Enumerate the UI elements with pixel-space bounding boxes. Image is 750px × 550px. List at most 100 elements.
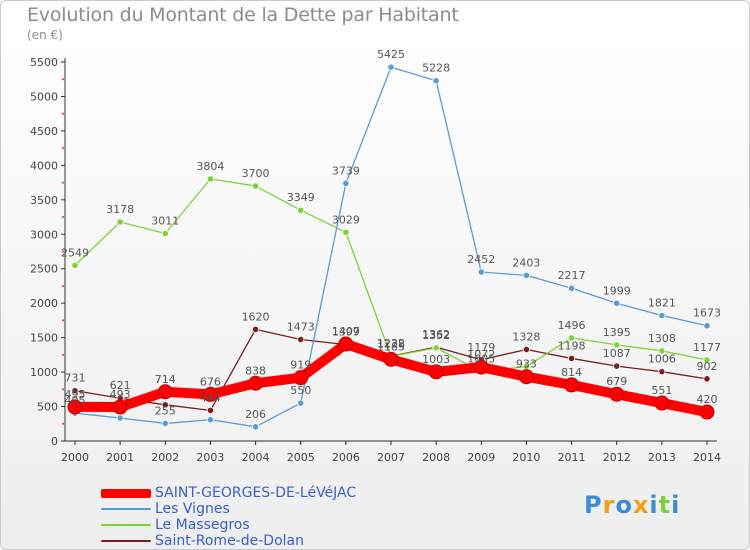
data-label: 255 bbox=[155, 404, 176, 417]
chart-title: Evolution du Montant de la Dette par Hab… bbox=[27, 4, 459, 26]
data-label: 1328 bbox=[512, 330, 540, 343]
y-tick-label: 1500 bbox=[30, 332, 58, 345]
legend-swatch bbox=[101, 524, 151, 526]
brand-letter: i bbox=[671, 491, 681, 519]
data-label: 1407 bbox=[332, 325, 360, 338]
data-point bbox=[112, 399, 128, 415]
chart-subtitle: (en €) bbox=[27, 28, 63, 42]
data-label: 676 bbox=[200, 375, 221, 388]
x-tick-label: 2003 bbox=[196, 451, 224, 464]
legend-item: Les Vignes bbox=[101, 501, 356, 517]
legend-label: Les Vignes bbox=[155, 501, 230, 517]
data-point bbox=[432, 344, 440, 352]
data-label: 2217 bbox=[558, 269, 586, 282]
data-label: 3011 bbox=[151, 215, 179, 228]
legend-label: SAINT-GEORGES-DE-LéVéJAC bbox=[155, 485, 357, 501]
data-point bbox=[202, 386, 218, 402]
data-point bbox=[613, 341, 621, 349]
y-minor-tick bbox=[62, 388, 64, 391]
data-point bbox=[71, 261, 79, 269]
y-minor-tick bbox=[62, 250, 64, 253]
data-point bbox=[428, 364, 444, 380]
legend-swatch bbox=[101, 488, 151, 498]
data-point bbox=[522, 271, 531, 280]
data-label: 420 bbox=[697, 393, 718, 406]
data-label: 1087 bbox=[603, 347, 631, 360]
data-label: 814 bbox=[561, 366, 582, 379]
data-label: 3029 bbox=[332, 213, 360, 226]
data-label: 493 bbox=[110, 388, 131, 401]
data-label: 2549 bbox=[61, 246, 89, 259]
data-point bbox=[564, 377, 580, 393]
legend-swatch bbox=[101, 540, 151, 542]
data-label: 3349 bbox=[287, 191, 315, 204]
y-minor-tick bbox=[62, 216, 64, 219]
data-label: 1395 bbox=[603, 326, 631, 339]
data-point bbox=[699, 404, 715, 420]
brand-letter: r bbox=[602, 491, 616, 519]
data-label: 1999 bbox=[603, 284, 631, 297]
data-label: 902 bbox=[697, 360, 718, 373]
legend-item: Le Massegros bbox=[101, 517, 356, 533]
data-point bbox=[613, 299, 621, 307]
x-tick-label: 2013 bbox=[648, 451, 676, 464]
data-point bbox=[383, 351, 399, 367]
data-label: 1620 bbox=[242, 310, 270, 323]
y-tick-label: 2500 bbox=[30, 263, 58, 276]
y-minor-tick bbox=[62, 353, 64, 356]
data-point bbox=[161, 229, 169, 238]
legend-label: Le Massegros bbox=[155, 517, 250, 533]
data-point bbox=[477, 268, 485, 276]
data-label: 5228 bbox=[422, 62, 450, 75]
data-label: 5425 bbox=[377, 48, 405, 61]
data-point bbox=[206, 416, 215, 424]
legend-item: Saint-Rome-de-Dolan bbox=[101, 533, 356, 549]
data-label: 1821 bbox=[648, 297, 676, 310]
brand-letter: o bbox=[615, 491, 633, 519]
data-label: 919 bbox=[290, 359, 311, 372]
data-label: 1003 bbox=[422, 353, 450, 366]
data-point bbox=[567, 334, 576, 342]
brand-letter: t bbox=[658, 491, 672, 519]
data-label: 714 bbox=[155, 373, 176, 386]
data-label: 1362 bbox=[422, 328, 450, 341]
data-point bbox=[297, 399, 305, 407]
y-tick-label: 5000 bbox=[30, 90, 58, 103]
data-point bbox=[251, 325, 260, 333]
data-point bbox=[567, 284, 576, 292]
data-point bbox=[342, 228, 350, 236]
x-tick-label: 2008 bbox=[422, 451, 450, 464]
data-label: 550 bbox=[290, 384, 311, 397]
data-point bbox=[658, 347, 666, 355]
data-label: 1673 bbox=[693, 307, 721, 320]
data-point bbox=[293, 370, 309, 386]
data-label: 1399 bbox=[332, 326, 360, 339]
data-label: 1496 bbox=[558, 319, 586, 332]
data-label: 206 bbox=[245, 408, 266, 421]
data-label: 3178 bbox=[106, 203, 134, 216]
data-label: 1232 bbox=[377, 337, 405, 350]
data-label: 405 bbox=[65, 394, 86, 407]
series-lines bbox=[67, 63, 715, 431]
data-point bbox=[654, 395, 670, 411]
data-point bbox=[116, 414, 124, 422]
data-label: 1072 bbox=[467, 348, 495, 361]
x-tick-label: 2002 bbox=[151, 451, 179, 464]
data-label: 933 bbox=[516, 358, 537, 371]
data-point bbox=[251, 182, 260, 190]
data-point bbox=[432, 77, 440, 85]
data-point bbox=[567, 354, 576, 363]
x-tick-label: 2007 bbox=[377, 451, 405, 464]
y-tick-label: 4000 bbox=[30, 159, 58, 172]
data-point bbox=[297, 335, 305, 344]
data-point bbox=[342, 179, 350, 187]
x-tick-label: 2001 bbox=[106, 451, 134, 464]
y-minor-tick bbox=[62, 147, 64, 150]
data-point bbox=[206, 175, 215, 183]
y-minor-tick bbox=[62, 181, 64, 184]
data-point bbox=[206, 406, 215, 415]
data-label: 731 bbox=[65, 372, 86, 385]
y-tick-label: 4500 bbox=[30, 125, 58, 138]
data-point bbox=[387, 63, 395, 71]
